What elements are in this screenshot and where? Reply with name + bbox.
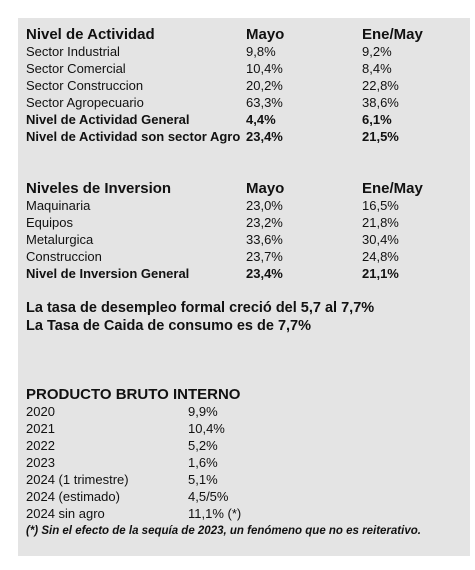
- table-cell: 5,2%: [188, 438, 218, 453]
- table-cell: 4,4%: [246, 112, 276, 127]
- statement: La tasa de desempleo formal creció del 5…: [26, 300, 375, 316]
- table-cell: 2021: [26, 421, 55, 436]
- table-cell: Sector Construccion: [26, 78, 144, 93]
- table-cell: 4,5/5%: [188, 489, 229, 504]
- table-cell: 23,4%: [246, 129, 283, 144]
- table-cell: 21,8%: [362, 215, 399, 230]
- table-cell: 23,7%: [246, 249, 283, 264]
- table-header: Mayo: [246, 180, 285, 197]
- table-cell: Equipos: [26, 215, 73, 230]
- table-cell: 21,1%: [362, 266, 399, 281]
- table-cell: 23,2%: [246, 215, 283, 230]
- table-cell: Maquinaria: [26, 198, 91, 213]
- table-cell: Nivel de Actividad General: [26, 112, 190, 127]
- table-cell: 2022: [26, 438, 55, 453]
- table-header: Niveles de Inversion: [26, 180, 172, 197]
- table-header: Ene/May: [362, 180, 423, 197]
- table-cell: 6,1%: [362, 112, 392, 127]
- table-cell: Sector Industrial: [26, 44, 120, 59]
- statement: La Tasa de Caida de consumo es de 7,7%: [26, 318, 312, 334]
- table-header: Ene/May: [362, 26, 423, 43]
- table-cell: 9,8%: [246, 44, 276, 59]
- table-cell: 11,1% (*): [188, 506, 242, 521]
- table-cell: 30,4%: [362, 232, 399, 247]
- table-cell: 2024 (estimado): [26, 489, 120, 504]
- table-cell: 10,4%: [188, 421, 225, 436]
- table-cell: 33,6%: [246, 232, 283, 247]
- table-cell: Construccion: [26, 249, 102, 264]
- table-cell: 2023: [26, 455, 55, 470]
- panel: Nivel de Actividad Mayo Ene/May Sector Indu…: [18, 18, 470, 556]
- table-cell: 9,9%: [188, 404, 218, 419]
- table-header: Mayo: [246, 26, 285, 43]
- table-cell: Sector Comercial: [26, 61, 126, 76]
- table-cell: Metalurgica: [26, 232, 94, 247]
- table-cell: Nivel de Inversion General: [26, 266, 190, 281]
- table-cell: 2024 sin agro: [26, 506, 105, 521]
- table-cell: 1,6%: [188, 455, 218, 470]
- table-cell: 8,4%: [362, 61, 392, 76]
- section-title: PRODUCTO BRUTO INTERNO: [26, 386, 241, 403]
- table-cell: 16,5%: [362, 198, 399, 213]
- table-cell: Sector Agropecuario: [26, 95, 144, 110]
- table-cell: 20,2%: [246, 78, 283, 93]
- table-cell: 38,6%: [362, 95, 399, 110]
- table-cell: 2020: [26, 404, 55, 419]
- table-cell: 22,8%: [362, 78, 399, 93]
- table-cell: 10,4%: [246, 61, 283, 76]
- footnote: (*) Sin el efecto de la sequía de 2023, …: [26, 525, 421, 537]
- table-cell: 24,8%: [362, 249, 399, 264]
- table-cell: 63,3%: [246, 95, 283, 110]
- table-cell: Nivel de Actividad son sector Agro: [26, 129, 241, 144]
- table-cell: 2024 (1 trimestre): [26, 472, 129, 487]
- table-cell: 23,4%: [246, 266, 283, 281]
- table-cell: 21,5%: [362, 129, 399, 144]
- table-cell: 9,2%: [362, 44, 392, 59]
- table-cell: 5,1%: [188, 472, 218, 487]
- table-header: Nivel de Actividad: [26, 26, 155, 43]
- table-cell: 23,0%: [246, 198, 283, 213]
